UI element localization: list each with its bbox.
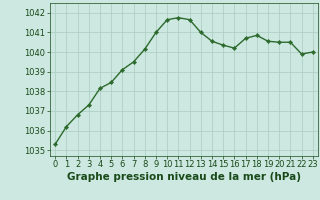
X-axis label: Graphe pression niveau de la mer (hPa): Graphe pression niveau de la mer (hPa): [67, 172, 301, 182]
